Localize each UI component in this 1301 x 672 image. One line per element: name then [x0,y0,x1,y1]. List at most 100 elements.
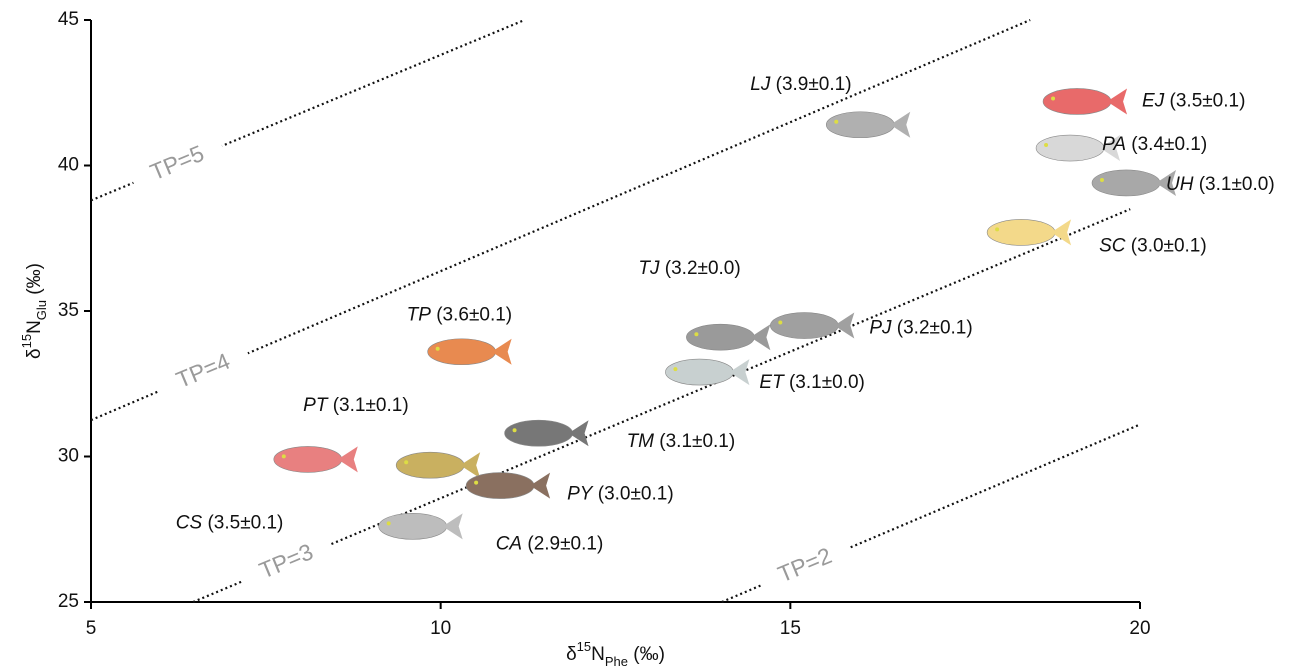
point-label: ET (3.1±0.0) [759,372,864,393]
fish-tail [750,324,770,350]
fish-eye [778,321,782,325]
point-label: SC (3.0±0.1) [1099,235,1207,256]
species-code: PT [303,395,329,416]
y-tick-label: 30 [58,446,79,467]
point-label: PT (3.1±0.1) [303,395,408,416]
fish-eye [436,347,440,351]
fish [274,446,358,472]
trophic-position: (3.1±0.1) [659,431,735,452]
fish-eye [404,460,408,464]
fish-eye [694,332,698,336]
fish-tail [834,313,854,339]
species-code: CS [176,512,203,533]
fish-tail [890,112,910,138]
y-axis-label-part: N [24,320,45,334]
x-axis-label-part: (‰) [628,644,665,665]
point-label: TM (3.1±0.1) [627,431,736,452]
fish [505,420,589,446]
fish-body [665,359,733,385]
fish [396,452,480,478]
fish-eye [387,521,391,525]
species-code: PJ [869,318,892,339]
x-axis-label: δ15NPhe (‰) [566,639,665,667]
y-axis-label: δ15NGlu (‰) [19,263,49,359]
point-label: TP (3.6±0.1) [407,305,512,326]
fish-eye [995,227,999,231]
fish-tail [1107,88,1127,114]
trophic-position: (3.5±0.1) [1170,90,1246,111]
point-label: LJ (3.9±0.1) [750,74,851,95]
fish-eye [513,428,517,432]
fish-eye [834,120,838,124]
fish-tail [729,359,749,385]
trophic-position: (3.0±0.1) [598,484,674,505]
y-tick-label: 45 [58,9,79,30]
fish-body [274,446,342,472]
species-code: EJ [1142,90,1165,111]
fish-tail [443,513,463,539]
x-tick-label: 5 [86,618,97,639]
fish-body [770,313,838,339]
x-tick-label: 15 [780,618,801,639]
species-code: SC [1099,235,1126,256]
fish-eye [474,481,478,485]
fish-tail [338,446,358,472]
fish-body [686,324,754,350]
fish-tail [530,473,550,499]
fish [987,219,1071,245]
point-label: TJ (3.2±0.0) [638,258,740,279]
y-tick-label: 40 [58,155,79,176]
species-code: PA [1102,134,1126,155]
species-code: CA [496,533,522,554]
fish [428,339,512,365]
x-axis-label-part: δ [566,644,577,665]
fish-body [987,219,1055,245]
species-code: PY [567,484,594,505]
y-tick-label: 35 [58,300,79,321]
trophic-position: (3.9±0.1) [776,74,852,95]
trophic-position: (3.6±0.1) [436,305,512,326]
trophic-position: (3.1±0.0) [1199,174,1275,195]
x-axis-label-part: N [591,644,605,665]
chart: 25303540455101520δ15NPhe (‰)δ15NGlu (‰)T… [0,0,1301,667]
fish [1043,88,1127,114]
trophic-position: (3.1±0.0) [789,372,865,393]
fish-body [826,112,894,138]
point-label: UH (3.1±0.0) [1166,174,1275,195]
x-axis-label-part: Phe [605,654,628,667]
fish-tail [460,452,480,478]
y-tick-label: 25 [58,591,79,612]
point-label: PJ (3.2±0.1) [869,318,972,339]
fish [770,313,854,339]
y-axis-label-part: δ [24,348,45,359]
species-code: TM [627,431,655,452]
trophic-position: (3.1±0.1) [333,395,409,416]
fish-tail [492,339,512,365]
point-label: CA (2.9±0.1) [496,533,604,554]
point-label: PA (3.4±0.1) [1102,134,1207,155]
fish [665,359,749,385]
fish-eye [673,367,677,371]
fish-tail [1051,219,1071,245]
trophic-position: (3.2±0.0) [665,258,741,279]
fish-body [466,473,534,499]
fish-eye [1044,143,1048,147]
trophic-position: (3.5±0.1) [207,512,283,533]
fish-eye [1100,178,1104,182]
y-axis-label-part: Glu [34,300,49,320]
fish [379,513,463,539]
fish [466,473,550,499]
trophic-position: (3.4±0.1) [1131,134,1207,155]
species-code: UH [1166,174,1194,195]
fish-body [1043,88,1111,114]
trophic-position: (2.9±0.1) [527,533,603,554]
x-tick-label: 20 [1129,618,1150,639]
x-tick-label: 10 [430,618,451,639]
fish [1092,170,1176,196]
fish-body [396,452,464,478]
page: {"chart_data":{"type":"scatter", "xlabel… [0,0,1301,672]
fish-body [505,420,573,446]
x-axis-label-part: 15 [577,639,591,654]
fish-body [428,339,496,365]
y-axis-label-part: 15 [19,334,34,348]
